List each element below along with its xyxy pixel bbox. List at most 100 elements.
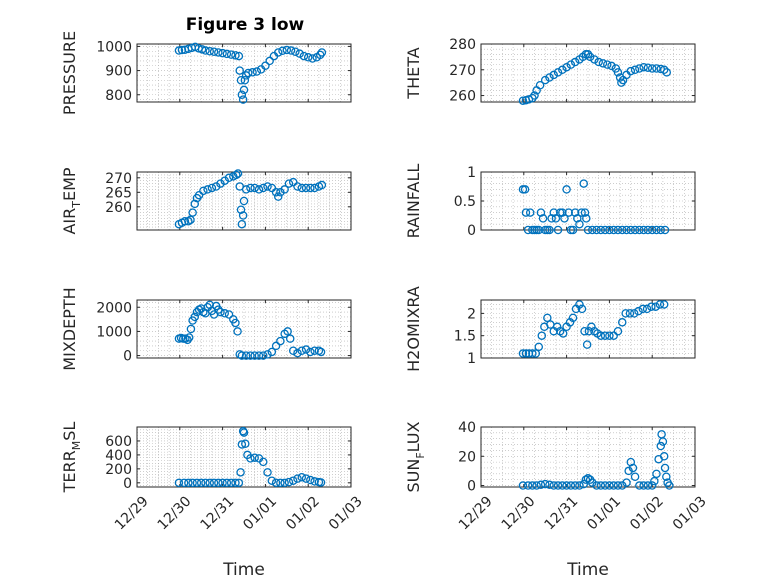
data-point	[316, 478, 326, 487]
data-point	[218, 48, 227, 58]
data-point	[199, 186, 208, 196]
data-point	[271, 188, 281, 197]
data-point	[293, 348, 302, 358]
data-point	[184, 478, 193, 488]
axes-box-sun_flux	[480, 426, 696, 488]
data-point	[285, 334, 295, 343]
data-point	[288, 346, 298, 355]
data-point	[642, 304, 652, 314]
data-point	[518, 481, 528, 490]
data-point	[531, 349, 541, 358]
data-point	[236, 468, 245, 477]
data-point	[558, 208, 567, 217]
series-terr_msl	[174, 426, 326, 488]
data-point	[284, 179, 294, 188]
data-point	[582, 340, 592, 349]
data-point	[600, 481, 610, 490]
data-point	[600, 331, 610, 340]
data-point	[301, 345, 311, 354]
data-point	[547, 214, 556, 223]
data-point	[216, 307, 225, 317]
x-tick-label: 01/03	[326, 493, 366, 533]
data-point	[267, 347, 277, 357]
data-point	[240, 76, 250, 85]
data-point	[276, 478, 285, 488]
data-point	[271, 478, 281, 488]
data-point	[535, 80, 545, 90]
data-point	[250, 453, 259, 462]
data-point	[297, 472, 307, 482]
data-point	[218, 478, 227, 488]
data-point	[288, 177, 298, 187]
data-point	[528, 481, 537, 490]
y-tick-label: 800	[105, 88, 132, 104]
data-point	[288, 476, 298, 485]
data-point	[276, 188, 285, 197]
data-point	[299, 51, 309, 61]
data-point	[222, 478, 232, 488]
data-point	[252, 67, 262, 76]
data-point	[179, 478, 189, 488]
data-point	[651, 302, 660, 311]
data-point	[562, 185, 571, 194]
y-tick-label: 1000	[96, 324, 132, 340]
data-point	[250, 351, 259, 360]
data-point	[647, 481, 657, 490]
data-point	[263, 182, 272, 191]
data-point	[580, 208, 590, 217]
data-point	[609, 225, 618, 235]
data-point	[216, 179, 225, 188]
data-point	[226, 50, 236, 59]
data-point	[553, 68, 563, 77]
x-tick-label: 01/01	[240, 493, 280, 533]
data-point	[521, 349, 531, 358]
y-tick-label: 900	[105, 64, 132, 80]
data-point	[625, 309, 635, 318]
y-tick-label: 265	[105, 185, 132, 201]
y-tick-label: 1.5	[454, 329, 476, 345]
data-point	[583, 50, 593, 59]
data-point	[236, 76, 246, 85]
data-point	[568, 225, 578, 235]
data-point	[231, 478, 240, 488]
data-point	[540, 479, 550, 489]
data-point	[297, 183, 307, 193]
data-point	[283, 327, 292, 336]
subplot-rainfall: 0 0.5 1 RAINFALL	[404, 164, 696, 239]
data-point	[658, 437, 668, 446]
data-point	[317, 180, 327, 190]
data-point	[607, 61, 616, 71]
data-point	[551, 214, 561, 223]
x-axis-label: Time	[566, 560, 609, 580]
data-point	[545, 225, 554, 235]
data-point	[231, 51, 240, 60]
data-point	[293, 474, 302, 483]
y-axis-label: H2OMIXRA	[404, 286, 423, 372]
data-point	[246, 183, 255, 193]
data-point	[207, 183, 217, 193]
data-point	[233, 169, 243, 178]
data-point	[558, 481, 567, 490]
data-point	[246, 351, 255, 360]
data-point	[558, 329, 568, 338]
data-point	[662, 68, 672, 77]
data-point	[241, 185, 251, 194]
data-point	[566, 60, 576, 69]
y-axis-label: THETA	[404, 47, 423, 99]
data-point	[534, 225, 544, 235]
data-point	[236, 205, 246, 214]
data-point	[592, 225, 601, 235]
data-point	[301, 474, 311, 483]
data-point	[647, 302, 656, 311]
data-point	[545, 73, 554, 82]
data-point	[630, 472, 640, 482]
y-tick-label: 1	[467, 165, 476, 181]
data-point	[518, 96, 528, 105]
data-point	[577, 208, 586, 217]
data-point	[224, 310, 234, 319]
data-point	[186, 324, 196, 334]
data-point	[603, 60, 612, 69]
y-tick-label: 0	[123, 349, 132, 365]
data-point	[232, 170, 241, 180]
data-point	[621, 309, 630, 318]
